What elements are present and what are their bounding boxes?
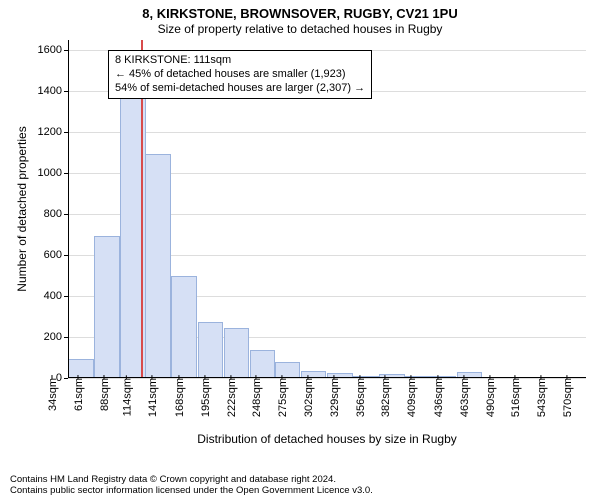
histogram-bar: [275, 362, 301, 378]
x-tick-label: 356sqm: [352, 378, 367, 417]
y-tick-label: 400: [44, 290, 68, 302]
histogram-bar: [94, 236, 120, 378]
histogram-bar: [224, 328, 250, 378]
x-tick-label: 168sqm: [170, 378, 185, 417]
footer-line: Contains public sector information licen…: [10, 486, 590, 496]
x-tick-label: 543sqm: [533, 378, 548, 417]
x-tick-label: 436sqm: [429, 378, 444, 417]
x-tick-label: 88sqm: [96, 378, 111, 411]
y-tick-label: 1000: [38, 167, 68, 179]
footer-line: Contains HM Land Registry data © Crown c…: [10, 475, 590, 485]
histogram-bar: [68, 359, 94, 378]
y-axis-line: [68, 40, 69, 378]
annotation-line: ← 45% of detached houses are smaller (1,…: [115, 68, 365, 82]
histogram-bar: [145, 154, 171, 378]
x-tick-label: 382sqm: [377, 378, 392, 417]
x-tick-label: 61sqm: [70, 378, 85, 411]
y-tick-label: 1600: [38, 44, 68, 56]
x-tick-label: 463sqm: [456, 378, 471, 417]
attribution-footer: Contains HM Land Registry data © Crown c…: [10, 475, 590, 496]
x-tick-label: 248sqm: [248, 378, 263, 417]
y-axis-label: Number of detached properties: [15, 126, 29, 291]
y-tick-label: 1400: [38, 85, 68, 97]
annotation-line: 54% of semi-detached houses are larger (…: [115, 82, 365, 96]
y-tick-label: 600: [44, 249, 68, 261]
y-tick-label: 200: [44, 331, 68, 343]
x-axis-label: Distribution of detached houses by size …: [197, 432, 456, 446]
x-axis-line: [68, 377, 586, 378]
x-tick-label: 570sqm: [559, 378, 574, 417]
x-tick-label: 329sqm: [326, 378, 341, 417]
annotation-line: 8 KIRKSTONE: 111sqm: [115, 54, 365, 68]
x-tick-label: 34sqm: [44, 378, 59, 411]
x-tick-label: 195sqm: [197, 378, 212, 417]
chart-subtitle: Size of property relative to detached ho…: [0, 22, 600, 36]
x-tick-label: 114sqm: [119, 378, 134, 416]
x-tick-label: 222sqm: [223, 378, 238, 417]
y-tick-label: 800: [44, 208, 68, 220]
x-tick-label: 490sqm: [482, 378, 497, 417]
x-tick-label: 275sqm: [274, 378, 289, 417]
x-tick-label: 141sqm: [144, 378, 159, 417]
chart-title: 8, KIRKSTONE, BROWNSOVER, RUGBY, CV21 1P…: [0, 0, 600, 22]
y-tick-label: 1200: [38, 126, 68, 138]
chart-container: 8, KIRKSTONE, BROWNSOVER, RUGBY, CV21 1P…: [0, 0, 600, 37]
annotation-box: 8 KIRKSTONE: 111sqm← 45% of detached hou…: [108, 50, 372, 99]
x-tick-label: 409sqm: [403, 378, 418, 417]
histogram-bar: [250, 350, 276, 378]
histogram-bar: [198, 322, 224, 378]
x-tick-label: 516sqm: [507, 378, 522, 417]
histogram-bar: [171, 276, 197, 378]
x-tick-label: 302sqm: [300, 378, 315, 417]
